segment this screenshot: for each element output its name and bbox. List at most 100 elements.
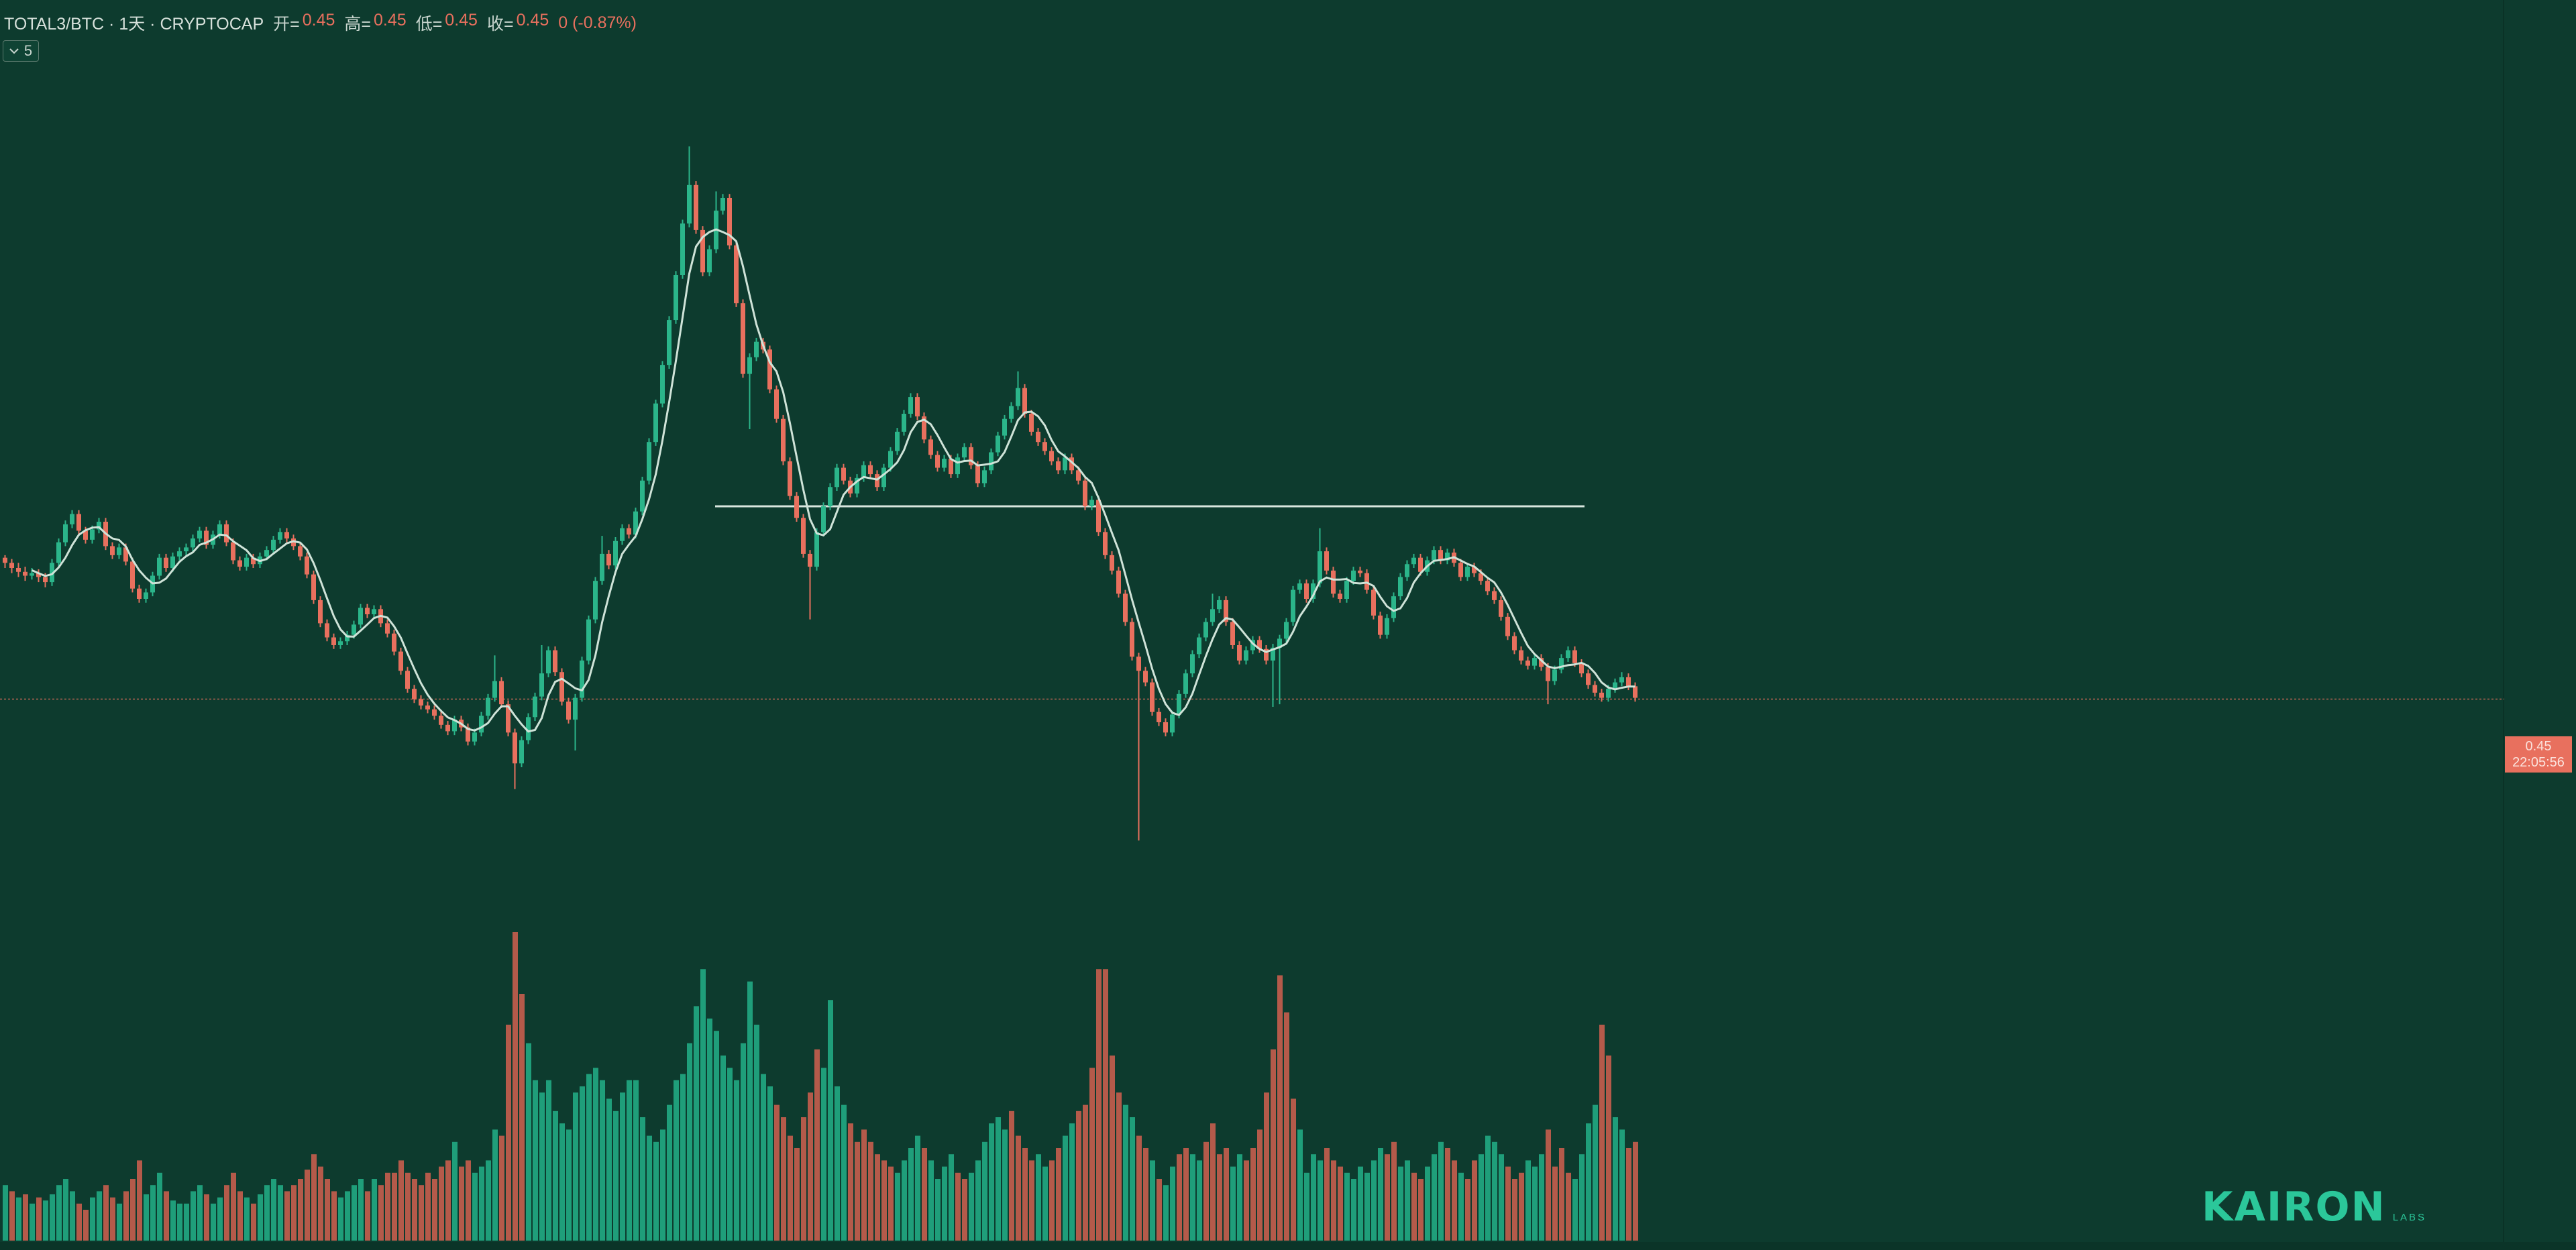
volume-bar bbox=[1626, 1148, 1631, 1241]
volume-bar bbox=[452, 1141, 458, 1241]
volume-bar bbox=[1150, 1160, 1155, 1241]
candle-body bbox=[1063, 457, 1067, 471]
candle-body bbox=[1338, 593, 1342, 599]
volume-bar bbox=[1271, 1049, 1276, 1241]
candle-body bbox=[868, 465, 873, 475]
volume-bar bbox=[1546, 1129, 1551, 1241]
candle-body bbox=[1022, 388, 1027, 414]
volume-bar bbox=[1358, 1166, 1363, 1241]
high-field: 高= 0.45 bbox=[344, 11, 406, 35]
volume-bar bbox=[821, 1068, 826, 1241]
volume-bar bbox=[720, 1056, 726, 1241]
volume-bar bbox=[935, 1179, 941, 1241]
candle-body bbox=[1378, 615, 1383, 635]
candle-body bbox=[30, 573, 34, 576]
volume-bar bbox=[687, 1043, 692, 1241]
volume-bar bbox=[989, 1123, 994, 1241]
volume-bar bbox=[1559, 1148, 1564, 1241]
candle-body bbox=[492, 681, 497, 698]
candle-body bbox=[311, 574, 316, 600]
bottom-strip bbox=[0, 1242, 2576, 1250]
open-label: 开= bbox=[273, 15, 300, 34]
candle-body bbox=[861, 465, 866, 478]
candle-body bbox=[419, 699, 423, 706]
volume-bar bbox=[680, 1074, 686, 1241]
volume-bar bbox=[9, 1191, 15, 1241]
candle-body bbox=[1492, 591, 1497, 600]
volume-bar bbox=[43, 1200, 48, 1241]
volume-bar bbox=[1371, 1160, 1377, 1241]
candle-body bbox=[942, 459, 947, 468]
indicators-toggle-button[interactable]: 5 bbox=[3, 40, 39, 62]
candle-body bbox=[559, 672, 564, 702]
volume-bar bbox=[566, 1129, 572, 1241]
volume-bar bbox=[224, 1185, 229, 1241]
volume-bar bbox=[1566, 1172, 1571, 1241]
candle-body bbox=[318, 600, 323, 624]
volume-bar bbox=[1304, 1172, 1309, 1241]
close-label: 收= bbox=[486, 15, 514, 34]
volume-bar bbox=[1499, 1154, 1504, 1241]
volume-bar bbox=[204, 1194, 209, 1241]
volume-bar bbox=[653, 1141, 659, 1241]
candle-body bbox=[1586, 673, 1591, 685]
volume-bar bbox=[144, 1194, 149, 1241]
candle-body bbox=[593, 581, 598, 620]
volume-bar bbox=[700, 969, 706, 1241]
volume-bar bbox=[660, 1129, 665, 1241]
volume-bar bbox=[600, 1080, 605, 1241]
volume-bar bbox=[191, 1191, 196, 1241]
candle-body bbox=[955, 457, 960, 475]
candle-body bbox=[204, 530, 209, 545]
candle-body bbox=[452, 720, 457, 732]
volume-bar bbox=[1069, 1123, 1075, 1241]
candle-body bbox=[814, 532, 819, 567]
candle-body bbox=[63, 524, 68, 543]
volume-bar bbox=[627, 1080, 632, 1241]
volume-bar bbox=[1042, 1166, 1048, 1241]
volume-bar bbox=[311, 1154, 317, 1241]
candle-body bbox=[352, 624, 356, 635]
volume-bar bbox=[1593, 1104, 1598, 1241]
candle-body bbox=[70, 514, 74, 524]
volume-bar bbox=[425, 1172, 431, 1241]
candle-body bbox=[1203, 622, 1208, 638]
volume-bar bbox=[1525, 1160, 1531, 1241]
candle-body bbox=[1250, 640, 1255, 650]
volume-bar bbox=[358, 1179, 364, 1241]
candle-body bbox=[110, 546, 115, 555]
volume-bar bbox=[1364, 1172, 1370, 1241]
volume-bar bbox=[1244, 1160, 1249, 1241]
candle-body bbox=[1016, 388, 1020, 406]
candle-body bbox=[835, 467, 839, 488]
candle-body bbox=[1411, 557, 1416, 565]
candle-body bbox=[1525, 661, 1530, 666]
candle-body bbox=[915, 397, 920, 416]
volume-bar bbox=[419, 1185, 424, 1241]
candle-body bbox=[794, 496, 799, 518]
candle-body bbox=[1002, 418, 1007, 436]
candle-body bbox=[808, 553, 812, 567]
candle-body bbox=[533, 696, 537, 718]
volume-bar bbox=[1418, 1179, 1424, 1241]
change-value: 0 (-0.87%) bbox=[558, 13, 637, 32]
volume-bar bbox=[868, 1141, 873, 1241]
candle-body bbox=[1606, 689, 1611, 698]
volume-bar bbox=[1606, 1056, 1611, 1241]
volume-bar bbox=[1022, 1148, 1028, 1241]
volume-bar bbox=[1197, 1160, 1202, 1241]
close-value: 0.45 bbox=[516, 11, 549, 30]
candle-body bbox=[989, 452, 994, 471]
candle-body bbox=[606, 553, 611, 566]
volume-bar bbox=[331, 1191, 337, 1241]
candle-body bbox=[338, 641, 343, 645]
volume-bar bbox=[1445, 1148, 1450, 1241]
volume-bar bbox=[499, 1135, 504, 1241]
volume-bar bbox=[305, 1170, 310, 1241]
candle-body bbox=[177, 551, 182, 557]
volume-bar bbox=[754, 1025, 759, 1241]
candle-body bbox=[539, 673, 544, 697]
candle-body bbox=[1344, 581, 1349, 599]
symbol-label[interactable]: TOTAL3/BTC · 1天 · CRYPTOCAP bbox=[4, 15, 264, 34]
